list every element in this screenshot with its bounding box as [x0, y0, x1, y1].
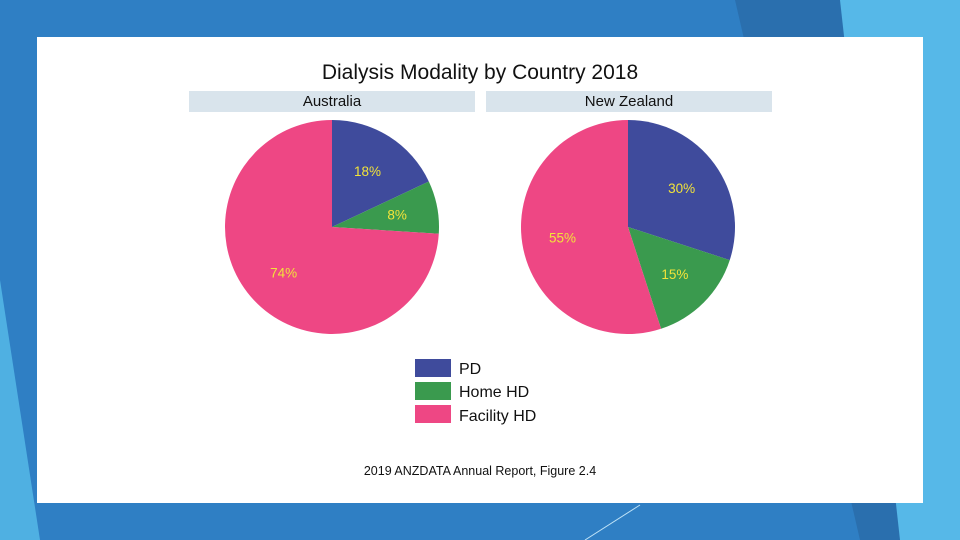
pie-slice-australia-pd	[332, 120, 429, 227]
legend-label-home-hd: Home HD	[459, 384, 529, 401]
facet-label-australia: Australia	[303, 93, 362, 110]
facet-strip	[486, 91, 772, 112]
pie-panels: Australia 18% 8% 74% New Zealand 30% 15% 55%	[189, 91, 772, 334]
source-caption: 2019 ANZDATA Annual Report, Figure 2.4	[364, 464, 596, 478]
legend-swatch-facility-hd	[415, 405, 451, 423]
pie-label-australia-pd: 18%	[354, 164, 381, 179]
pie-label-australia-facility-hd: 74%	[270, 265, 297, 280]
legend: PD Home HD Facility HD	[415, 359, 536, 425]
pie-slice-new-zealand-home-hd	[628, 227, 730, 329]
legend-label-pd: PD	[459, 361, 481, 378]
pie-label-new-zealand-home-hd: 15%	[661, 267, 688, 282]
pie-label-new-zealand-pd: 30%	[668, 181, 695, 196]
panel-australia: Australia 18% 8% 74%	[189, 91, 475, 334]
decor-line	[584, 504, 641, 540]
legend-swatch-home-hd	[415, 382, 451, 400]
facet-label-new-zealand: New Zealand	[585, 93, 673, 110]
facet-strip	[189, 91, 475, 112]
pie-slice-australia-facility-hd	[224, 120, 439, 334]
legend-label-facility-hd: Facility HD	[459, 408, 536, 425]
pie-slice-new-zealand-facility-hd	[521, 120, 662, 334]
pie-label-new-zealand-facility-hd: 55%	[549, 230, 576, 245]
chart: Dialysis Modality by Country 2018 Austra…	[189, 61, 772, 478]
decor-left-band	[0, 280, 40, 540]
pie-slice-australia-home-hd	[332, 181, 439, 234]
slide-card: Dialysis Modality by Country 2018 Austra…	[37, 37, 923, 503]
legend-swatch-pd	[415, 359, 451, 377]
chart-title: Dialysis Modality by Country 2018	[322, 61, 638, 84]
panel-new-zealand: New Zealand 30% 15% 55%	[486, 91, 772, 334]
pie-slice-new-zealand-pd	[628, 120, 736, 261]
pie-label-australia-home-hd: 8%	[387, 208, 407, 223]
